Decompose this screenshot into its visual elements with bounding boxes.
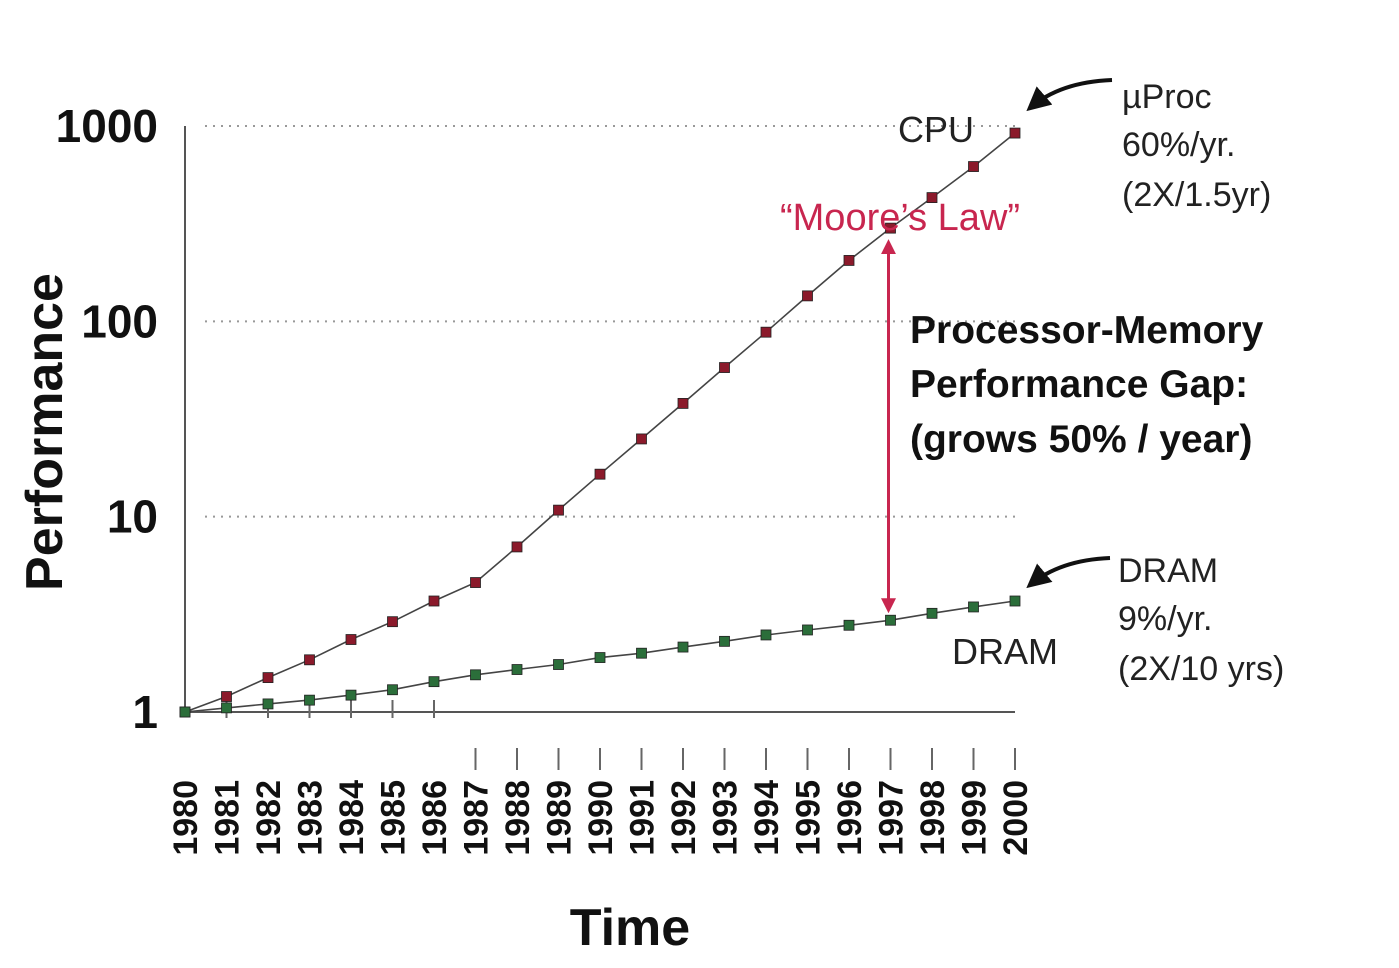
cpu-point-1994 <box>760 326 772 338</box>
y-tick-labels: 1 10 100 1000 <box>56 100 158 738</box>
x-tick-label-1983: 1983 <box>292 780 330 856</box>
series-points <box>179 127 1021 718</box>
uproc-annotation: µProc 60%/yr. (2X/1.5yr) <box>1026 78 1271 214</box>
cpu-point-1985 <box>387 616 398 628</box>
cpu-point-1995 <box>802 290 813 302</box>
x-ticks <box>225 700 1016 770</box>
x-tick-label-1994: 1994 <box>748 780 786 856</box>
dram-point-1982 <box>262 698 274 710</box>
cpu-point-1982 <box>262 672 274 684</box>
dram-point-1983 <box>304 694 315 706</box>
cpu-series-label: CPU <box>898 109 974 150</box>
moores-law-label: “Moore’s Law” <box>780 197 1020 239</box>
dram-point-1997 <box>885 614 896 626</box>
uproc-pointer-arrow <box>1026 78 1113 112</box>
dram-series-label: DRAM <box>952 631 1058 672</box>
x-tick-label-1985: 1985 <box>375 780 413 856</box>
dram-point-1984 <box>345 689 357 701</box>
cpu-point-1983 <box>304 654 315 666</box>
dram-point-1992 <box>677 641 689 653</box>
cpu-point-2000 <box>1009 127 1021 139</box>
x-tick-label-1987: 1987 <box>458 780 496 856</box>
dram-point-1993 <box>719 635 730 647</box>
dram-point-1996 <box>843 619 855 631</box>
dram-anno-line-1: DRAM <box>1118 552 1218 590</box>
uproc-line-1: µProc <box>1122 78 1212 116</box>
dram-point-1987 <box>470 669 481 681</box>
uproc-line-2: 60%/yr. <box>1122 126 1235 164</box>
uproc-line-3: (2X/1.5yr) <box>1122 176 1271 214</box>
x-tick-label-1990: 1990 <box>582 780 620 856</box>
dram-point-1986 <box>428 676 440 688</box>
cpu-point-1984 <box>345 634 357 645</box>
dram-anno-line-3: (2X/10 yrs) <box>1118 650 1284 688</box>
cpu-point-1990 <box>594 468 606 480</box>
dram-point-1988 <box>511 664 523 675</box>
cpu-point-1987 <box>470 577 481 588</box>
gap-annotation: Processor-Memory Performance Gap: (grows… <box>910 309 1264 461</box>
x-tick-label-1997: 1997 <box>873 780 911 856</box>
cpu-point-1993 <box>719 362 730 373</box>
cpu-point-1989 <box>553 504 564 516</box>
dram-annotation: DRAM 9%/yr. (2X/10 yrs) <box>1026 552 1284 688</box>
x-tick-label-1982: 1982 <box>250 780 288 856</box>
x-tick-label-1986: 1986 <box>416 780 454 856</box>
y-axis-title: Performance <box>16 273 74 591</box>
x-tick-label-1991: 1991 <box>624 780 662 856</box>
y-tick-label-1: 1 <box>132 686 158 738</box>
cpu-point-1998 <box>926 192 938 203</box>
x-tick-label-1992: 1992 <box>665 780 703 856</box>
x-tick-label-1998: 1998 <box>914 780 952 856</box>
x-tick-label-1995: 1995 <box>790 780 828 856</box>
cpu-point-1991 <box>636 433 647 445</box>
x-tick-labels: 1980 1981 1982 1983 1984 1985 1986 1987 1988 1989… <box>167 780 1035 856</box>
dram-point-1998 <box>926 607 938 619</box>
cpu-point-1981 <box>221 691 232 702</box>
x-tick-label-1980: 1980 <box>167 780 205 856</box>
cpu-point-1999 <box>968 161 979 172</box>
dram-point-1980 <box>179 706 191 718</box>
x-tick-label-1993: 1993 <box>707 780 745 856</box>
dram-point-1995 <box>802 624 813 636</box>
gap-line-2: Performance Gap: <box>910 363 1248 406</box>
x-tick-label-1989: 1989 <box>541 780 579 856</box>
dram-point-1990 <box>594 652 606 663</box>
dram-point-1985 <box>387 684 398 696</box>
y-tick-label-10: 10 <box>107 491 158 543</box>
gridlines <box>205 125 1015 518</box>
x-tick-label-2000: 2000 <box>997 780 1035 856</box>
dram-point-1989 <box>553 659 564 670</box>
x-tick-label-1984: 1984 <box>333 780 371 856</box>
x-tick-label-1981: 1981 <box>209 780 247 856</box>
y-tick-label-100: 100 <box>81 295 158 347</box>
x-tick-label-1999: 1999 <box>956 780 994 856</box>
cpu-point-1986 <box>428 595 440 607</box>
dram-pointer-arrow <box>1026 556 1111 589</box>
cpu-point-1992 <box>677 398 689 409</box>
dram-point-2000 <box>1009 595 1021 607</box>
gap-line-1: Processor-Memory <box>910 309 1264 352</box>
dram-point-1999 <box>968 601 979 613</box>
cpu-point-1997 <box>885 222 896 234</box>
dram-point-1981 <box>221 702 232 714</box>
dram-anno-line-2: 9%/yr. <box>1118 600 1212 638</box>
gap-line-3: (grows 50% / year) <box>910 418 1252 461</box>
x-tick-label-1988: 1988 <box>499 780 537 856</box>
x-axis-title: Time <box>570 899 690 957</box>
cpu-point-1996 <box>843 255 855 266</box>
dram-point-1994 <box>760 629 772 641</box>
x-tick-label-1996: 1996 <box>831 780 869 856</box>
dram-point-1991 <box>636 647 647 659</box>
y-tick-label-1000: 1000 <box>56 100 158 152</box>
cpu-point-1988 <box>511 541 523 553</box>
